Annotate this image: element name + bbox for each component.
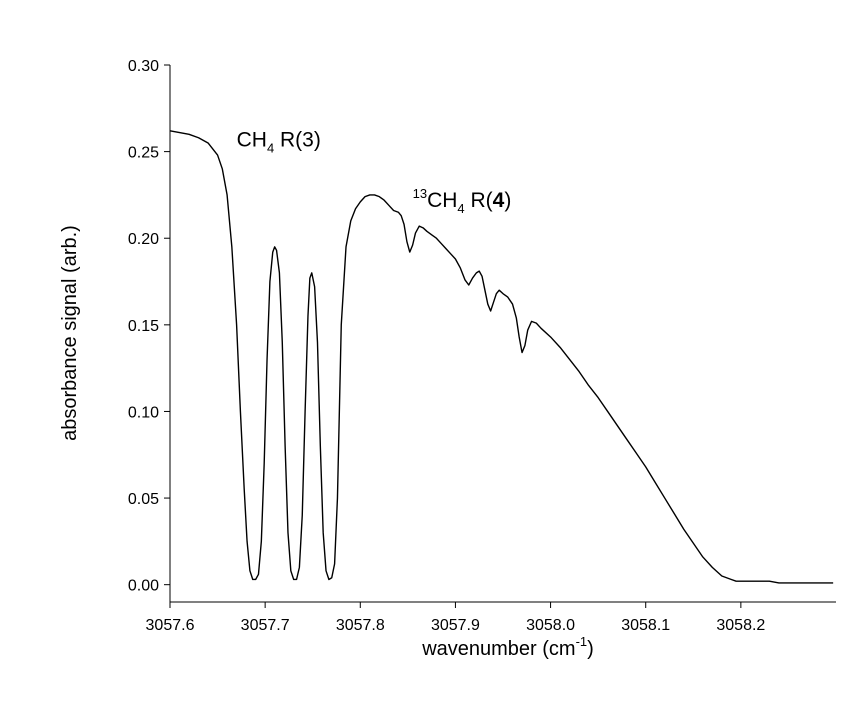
- x-tick-label: 3058.2: [716, 617, 765, 634]
- annotation-ch4-r3: CH4 R(3): [237, 128, 321, 155]
- y-tick-label: 0.20: [128, 231, 159, 248]
- x-tick-label: 3057.6: [146, 617, 195, 634]
- y-tick-label: 0.10: [128, 404, 159, 421]
- annotation-13ch4-r4: 13CH4 R(4): [413, 186, 512, 216]
- x-axis-label: wavenumber (cm-1): [421, 634, 594, 660]
- y-tick-label: 0.05: [128, 491, 159, 508]
- x-tick-label: 3057.8: [336, 617, 385, 634]
- y-tick-label: 0.30: [128, 58, 159, 75]
- x-axis-ticks: 3057.6 3057.7 3057.8 3057.9 3058.0 3058.1 3058…: [146, 602, 765, 634]
- y-tick-label: 0.00: [128, 578, 159, 595]
- x-tick-label: 3057.9: [431, 617, 480, 634]
- y-tick-label: 0.15: [128, 318, 159, 335]
- x-tick-label: 3058.1: [621, 617, 670, 634]
- y-axis-ticks: 0.00 0.05 0.10 0.15 0.20 0.25 0.30: [128, 58, 170, 595]
- x-tick-label: 3057.7: [241, 617, 290, 634]
- y-axis-label: absorbance signal (arb.): [59, 225, 81, 441]
- plot-frame: [169, 65, 836, 603]
- y-tick-label: 0.25: [128, 145, 159, 162]
- x-tick-label: 3058.0: [526, 617, 575, 634]
- absorbance-spectrum-line: [169, 130, 834, 584]
